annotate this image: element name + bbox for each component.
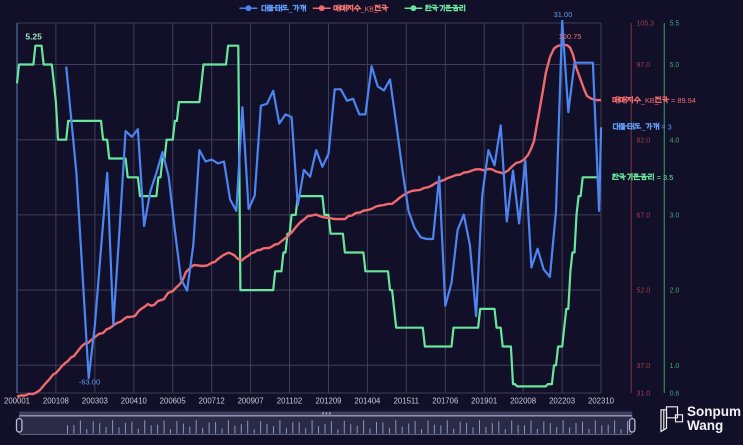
svg-text:200605: 200605: [160, 396, 187, 405]
svg-text:0.6: 0.6: [670, 391, 680, 398]
svg-text:= 3: = 3: [661, 123, 671, 132]
svg-text:200303: 200303: [82, 396, 108, 405]
svg-text:Sonpum: Sonpum: [687, 404, 741, 419]
svg-text:97.0: 97.0: [637, 62, 651, 69]
svg-text:100.75: 100.75: [559, 32, 582, 41]
svg-text:1.0: 1.0: [670, 363, 680, 370]
svg-text:3.0: 3.0: [670, 213, 680, 220]
svg-text:37.0: 37.0: [637, 363, 651, 370]
svg-text:202008: 202008: [510, 396, 536, 405]
svg-text:200108: 200108: [43, 396, 69, 405]
svg-text:5.0: 5.0: [670, 62, 680, 69]
svg-text:31.0: 31.0: [637, 391, 651, 398]
svg-text:201209: 201209: [315, 396, 341, 405]
svg-text:105.3: 105.3: [637, 21, 655, 28]
svg-text:201511: 201511: [394, 396, 419, 405]
svg-text:_KB_: _KB_: [640, 96, 660, 105]
svg-text:5.25: 5.25: [25, 32, 42, 42]
svg-text:5.5: 5.5: [670, 21, 680, 28]
svg-text:202310: 202310: [588, 396, 615, 405]
svg-text:2.0: 2.0: [670, 288, 680, 295]
svg-text:= 89.94: = 89.94: [671, 96, 696, 105]
svg-text:67.0: 67.0: [637, 213, 651, 220]
svg-text:_: _: [288, 6, 293, 13]
svg-text:201102: 201102: [277, 396, 302, 405]
svg-text:_: _: [641, 123, 647, 132]
svg-text:52.0: 52.0: [637, 288, 651, 295]
svg-text:= 3.5: = 3.5: [657, 173, 674, 182]
svg-text:Wang: Wang: [687, 418, 723, 433]
svg-text:202203: 202203: [549, 396, 575, 405]
svg-text:-63.00: -63.00: [79, 378, 100, 387]
svg-text:200410: 200410: [121, 396, 148, 405]
svg-text:200712: 200712: [199, 396, 225, 405]
svg-text:31.00: 31.00: [554, 10, 573, 19]
svg-text:82.0: 82.0: [637, 137, 651, 144]
svg-text:_KB_: _KB_: [360, 6, 378, 13]
svg-text:200907: 200907: [238, 396, 264, 405]
svg-text:4.0: 4.0: [670, 137, 680, 144]
svg-text:201404: 201404: [354, 396, 381, 405]
svg-text:201901: 201901: [471, 396, 497, 405]
svg-text:201706: 201706: [432, 396, 458, 405]
svg-text:200001: 200001: [4, 396, 30, 405]
